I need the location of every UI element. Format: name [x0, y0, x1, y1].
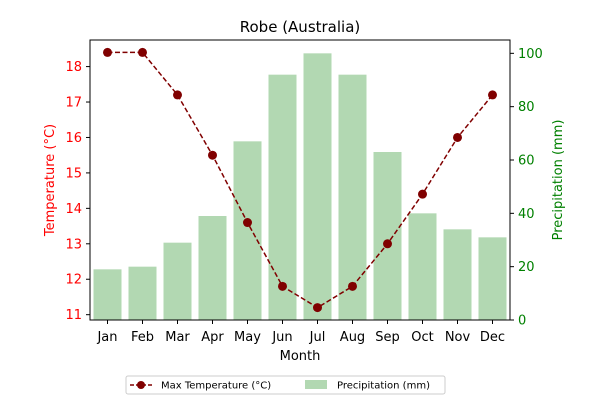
y-axis-left-label: Temperature (°C): [43, 124, 58, 237]
y-left-tick-label: 16: [65, 131, 82, 146]
temp-point-nov: [453, 132, 462, 142]
x-tick-label: Sep: [375, 330, 400, 345]
temp-point-oct: [418, 189, 427, 199]
x-axis-label: Month: [280, 349, 321, 364]
temp-point-may: [243, 218, 252, 228]
precip-bar-jun: [268, 74, 297, 321]
y-right-tick-label: 80: [518, 100, 535, 115]
legend-line-marker: [137, 381, 145, 389]
precip-bar-mar: [163, 242, 192, 320]
y-right-tick-label: 20: [518, 260, 535, 275]
x-tick-label: Dec: [480, 330, 505, 345]
y-left-tick-label: 14: [65, 202, 82, 217]
precip-bar-feb: [128, 266, 157, 320]
temp-point-jun: [278, 281, 287, 291]
precip-bar-nov: [443, 229, 472, 320]
precip-bar-jan: [93, 269, 122, 320]
precip-bar-dec: [478, 237, 507, 320]
precip-bar-sep: [373, 152, 402, 320]
x-tick-label: Aug: [340, 330, 365, 345]
y-left-tick-label: 18: [65, 60, 82, 75]
plot-frame: [89, 39, 511, 321]
temp-point-sep: [383, 239, 392, 249]
y-left-tick-label: 11: [65, 308, 82, 323]
temp-point-jul: [313, 303, 322, 313]
x-tick-label: Jul: [309, 330, 326, 345]
y-right-tick-label: 0: [518, 314, 526, 329]
precip-bar-oct: [408, 213, 437, 320]
legend: Max Temperature (°C) Precipitation (mm): [125, 375, 446, 395]
y-right-tick-label: 100: [518, 47, 543, 62]
precip-bar-apr: [198, 216, 227, 320]
x-tick-label: Jun: [271, 330, 292, 345]
y-left-tick-label: 17: [65, 96, 82, 111]
precip-bar-jul: [303, 53, 332, 320]
precip-bar-aug: [338, 74, 367, 321]
y-left-tick-label: 13: [65, 237, 82, 252]
y-right-tick-label: 40: [518, 207, 535, 222]
x-tick-label: Jan: [96, 330, 117, 345]
y-axis-right: 0 20 40 60 80 100: [510, 47, 543, 329]
x-tick-label: May: [234, 330, 261, 345]
precip-bar-may: [233, 141, 262, 320]
y-axis-right-label: Precipitation (mm): [551, 120, 566, 241]
precipitation-bars: [93, 53, 507, 321]
legend-box: [125, 375, 446, 395]
y-left-tick-label: 15: [65, 166, 82, 181]
x-tick-label: Nov: [445, 330, 471, 345]
temp-point-feb: [138, 47, 147, 57]
temp-point-apr: [208, 150, 217, 160]
temperature-line: [103, 47, 497, 313]
x-tick-label: Mar: [165, 330, 190, 345]
x-axis: Jan Feb Mar Apr May Jun Jul Aug Sep Oct Nov Dec: [96, 320, 505, 345]
x-tick-label: Feb: [131, 330, 154, 345]
y-right-tick-label: 60: [518, 154, 535, 169]
legend-label-precipitation: Precipitation (mm): [337, 381, 430, 392]
legend-label-temperature: Max Temperature (°C): [161, 381, 271, 392]
temp-point-dec: [488, 90, 497, 100]
legend-bar-swatch: [305, 380, 327, 389]
y-axis-left: 11 12 13 14 15 16 17 18: [65, 60, 90, 323]
chart-title: Robe (Australia): [240, 18, 361, 36]
x-tick-label: Oct: [411, 330, 433, 345]
y-left-tick-label: 12: [65, 273, 82, 288]
temp-point-aug: [348, 281, 357, 291]
x-tick-label: Apr: [201, 330, 224, 345]
temp-point-jan: [103, 47, 112, 57]
temp-point-mar: [173, 90, 182, 100]
